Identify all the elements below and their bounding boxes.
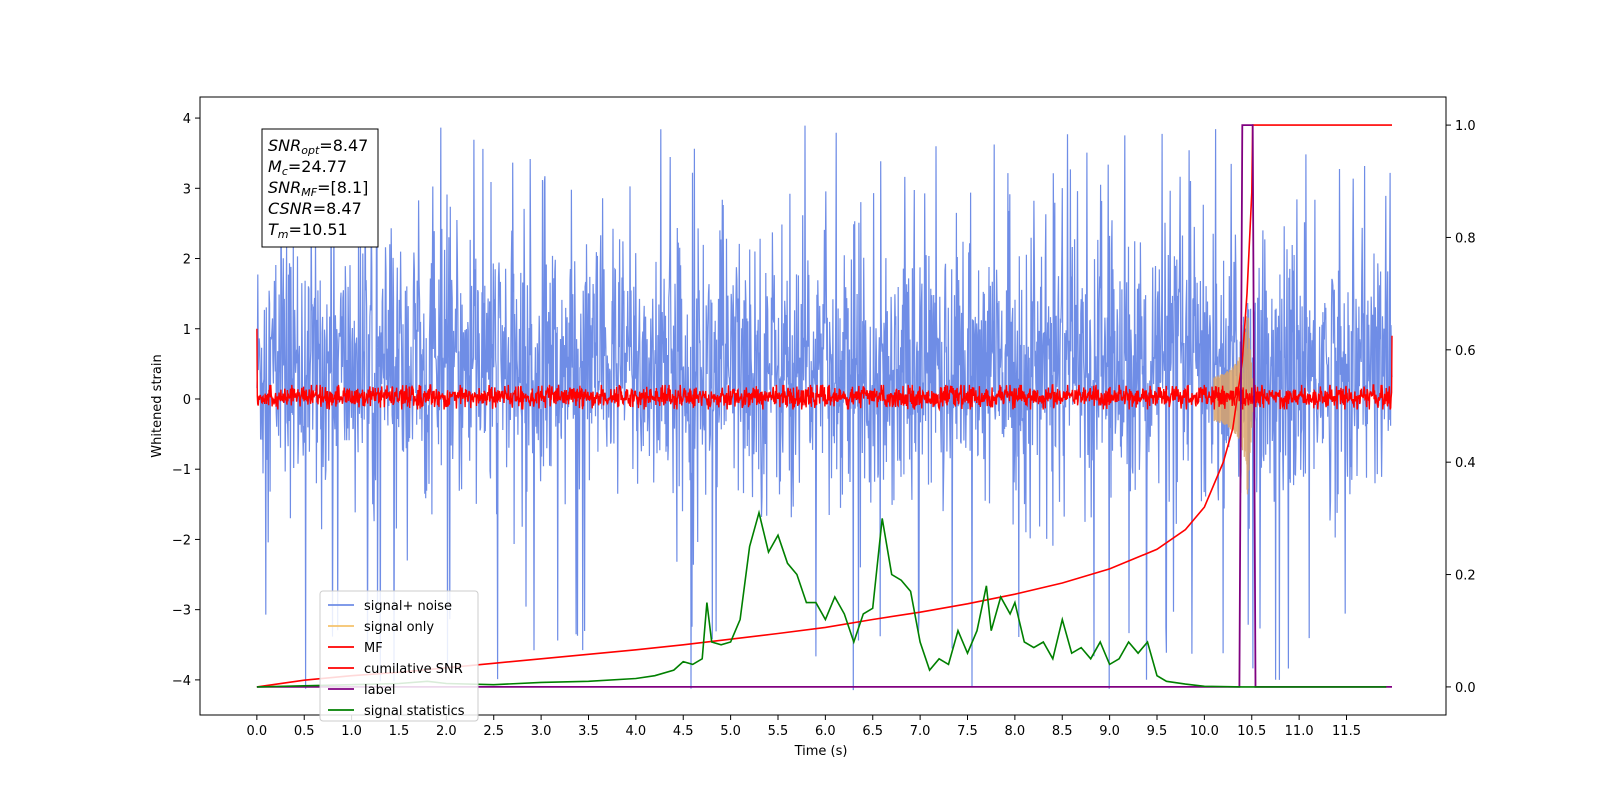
x-tick-label: 1.0 [341, 724, 362, 739]
annotation-var: T [268, 220, 279, 239]
x-tick-label: 5.5 [768, 724, 789, 739]
legend-label: signal+ noise [364, 599, 452, 614]
annotation-line: SNRopt=8.47 [268, 136, 368, 157]
series-signal-statistics-line [256, 509, 1387, 688]
legend-label: MF [364, 641, 383, 656]
annotation-line: Mc=24.77 [268, 157, 347, 178]
annotation-var: SNR [268, 136, 301, 155]
x-tick-label: 6.0 [815, 724, 836, 739]
annotation-value: =[8.1] [317, 178, 368, 197]
x-tick-label: 0.0 [247, 724, 268, 739]
x-tick-label: 5.0 [720, 724, 741, 739]
x-tick-label: 7.5 [957, 724, 978, 739]
x-tick-label: 11.5 [1332, 724, 1361, 739]
x-tick-label: 3.0 [531, 724, 552, 739]
y2-tick-label: 0.6 [1455, 344, 1476, 359]
y-tick-label: 2 [183, 253, 191, 268]
annotation-line: CSNR=8.47 [268, 199, 362, 218]
y-tick-label: −4 [172, 674, 191, 689]
x-tick-label: 10.0 [1190, 724, 1219, 739]
annotation-subscript: opt [301, 144, 320, 157]
x-tick-label: 10.5 [1237, 724, 1266, 739]
annotation-var: SNR [268, 178, 301, 197]
y-tick-label: −3 [172, 604, 191, 619]
annotation-value: =10.51 [289, 220, 348, 239]
series-signal-noise-line [256, 125, 1393, 691]
axes-layer: 0.0 0.5 1.0 1.5 2.0 2.5 3.0 3.5 4.0 4.5 5.0 5.5 6.0 6… [172, 112, 1476, 739]
legend-frame [319, 590, 479, 722]
y2-tick-label: 0.0 [1455, 681, 1476, 696]
y-tick-label: 1 [183, 323, 191, 338]
x-tick-label: 7.0 [910, 724, 931, 739]
x-axis-label: Time (s) [794, 744, 848, 759]
y-tick-label: 0 [183, 393, 191, 408]
y-tick-label: 3 [183, 182, 191, 197]
x-tick-label: 11.0 [1285, 724, 1314, 739]
annotation-var: CSNR [268, 199, 313, 218]
x-tick-label: 9.5 [1147, 724, 1168, 739]
legend-label: signal statistics [364, 704, 465, 719]
annotation-subscript: m [278, 228, 289, 241]
annotation-subscript: MF [301, 186, 317, 199]
y2-tick-label: 1.0 [1455, 119, 1476, 134]
x-tick-label: 0.5 [294, 724, 315, 739]
annotation-subscript: c [282, 165, 288, 178]
x-tick-label: 8.5 [1052, 724, 1073, 739]
x-tick-label: 1.5 [389, 724, 410, 739]
legend-label: signal only [364, 620, 434, 635]
y2-tick-label: 0.8 [1455, 231, 1476, 246]
annotation-value: =8.47 [319, 136, 368, 155]
plot-frame [199, 96, 1447, 716]
series-signal-only-line [1213, 316, 1255, 495]
annotation-line: SNRMF=[8.1] [268, 178, 368, 199]
x-tick-label: 8.0 [1005, 724, 1026, 739]
y2-tick-label: 0.2 [1455, 569, 1476, 584]
annotation-value: =24.77 [288, 157, 347, 176]
y-tick-label: −1 [172, 463, 191, 478]
legend-label: cumilative SNR [364, 662, 463, 677]
annotation-value: =8.47 [313, 199, 362, 218]
x-tick-label: 4.5 [673, 724, 694, 739]
series-layer [256, 124, 1393, 691]
x-tick-label: 9.0 [1099, 724, 1120, 739]
y-axis-label: Whitened strain [150, 354, 165, 457]
legend: signal+ noise signal only MF cumilative SNR… [319, 590, 479, 722]
x-tick-label: 2.5 [483, 724, 504, 739]
annotation-box: SNRopt=8.47Mc=24.77SNRMF=[8.1]CSNR=8.47T… [261, 128, 379, 248]
series-cumulative-snr-line [256, 124, 1392, 688]
y-tick-label: −2 [172, 533, 191, 548]
legend-label: label [364, 683, 395, 698]
x-tick-label: 3.5 [578, 724, 599, 739]
series-mf-line [256, 328, 1393, 412]
x-tick-label: 6.5 [862, 724, 883, 739]
x-tick-label: 4.0 [626, 724, 647, 739]
annotation-var: M [268, 157, 282, 176]
annotation-line: Tm=10.51 [268, 220, 348, 241]
x-tick-label: 2.0 [436, 724, 457, 739]
y2-tick-label: 0.4 [1455, 456, 1476, 471]
y-tick-label: 4 [183, 112, 191, 127]
annotation-frame [261, 128, 379, 248]
